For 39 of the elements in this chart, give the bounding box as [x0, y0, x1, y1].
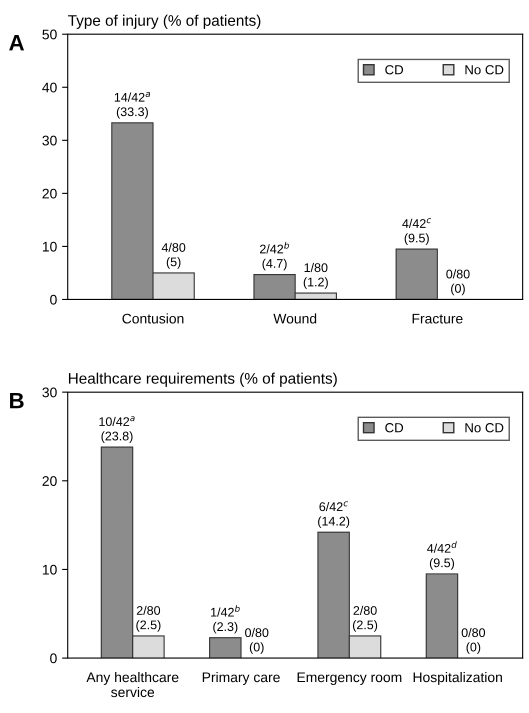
data-label: 1/80 (1.2): [304, 262, 328, 289]
x-tick-label: Any healthcare service: [86, 672, 178, 698]
chart-title: Healthcare requirements (% of patients): [68, 372, 337, 387]
text: B: [10, 392, 24, 408]
x-tick-label: Hospitalization: [414, 672, 502, 685]
x-tick-label: Emergency room: [298, 672, 402, 685]
y-tick-label: 0: [50, 653, 57, 664]
legend-label: CD: [385, 423, 404, 432]
data-label: 2/80 (2.5): [352, 606, 378, 632]
y-tick-label: 0: [50, 294, 57, 305]
legend-label: No CD: [465, 65, 504, 74]
data-label: 14/42$^{a}$ (33.3): [114, 92, 150, 119]
y-tick-label: 30: [42, 387, 57, 398]
data-label: 0/80 (0): [446, 269, 470, 296]
text: A: [9, 35, 24, 50]
data-label: 0/80 (0): [462, 628, 486, 654]
data-label: 10/42$^{a}$ (23.8): [99, 416, 135, 443]
chart-title: Type of injury (% of patients): [68, 14, 260, 29]
y-tick-label: 20: [42, 188, 57, 199]
legend-label: CD: [385, 65, 404, 74]
data-label: 2/80 (2.5): [136, 606, 160, 632]
x-tick-label: Primary care: [202, 672, 280, 685]
y-tick-label: 50: [42, 30, 57, 40]
data-label: 6/42$^{c}$ (14.2): [318, 501, 350, 528]
legend-label: No CD: [465, 423, 504, 432]
x-tick-label: Contusion: [122, 313, 184, 324]
y-tick-label: 10: [42, 242, 57, 252]
data-label: 1/42$^{b}$ (2.3): [211, 605, 240, 634]
y-tick-label: 40: [42, 82, 57, 92]
x-tick-label: Wound: [273, 313, 316, 324]
y-tick-label: 10: [42, 564, 57, 575]
x-tick-label: Fracture: [412, 314, 463, 324]
data-label: 4/42$^{d}$ (9.5): [427, 541, 457, 570]
data-label: 4/42$^{c}$ (9.5): [402, 218, 432, 245]
y-tick-label: 20: [42, 476, 57, 486]
data-label: 0/80 (0): [245, 628, 268, 654]
data-label: 4/80 (5): [162, 242, 186, 269]
data-label: 2/42$^{b}$ (4.7): [260, 242, 289, 270]
y-tick-label: 30: [42, 136, 57, 146]
